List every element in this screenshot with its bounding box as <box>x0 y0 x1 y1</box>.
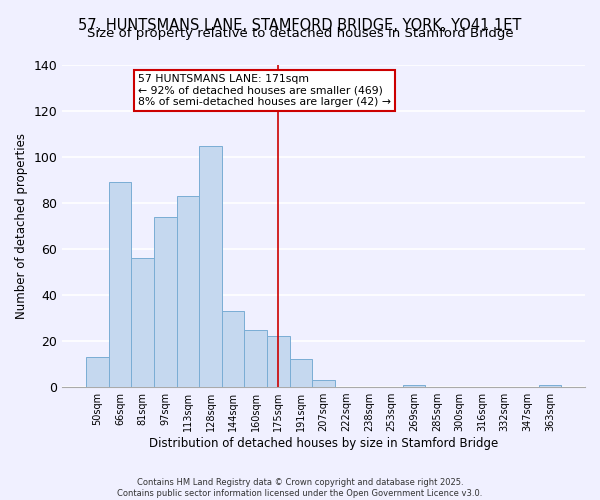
Bar <box>539 385 561 387</box>
Bar <box>222 311 244 387</box>
Text: Size of property relative to detached houses in Stamford Bridge: Size of property relative to detached ho… <box>86 28 514 40</box>
Text: 57 HUNTSMANS LANE: 171sqm
← 92% of detached houses are smaller (469)
8% of semi-: 57 HUNTSMANS LANE: 171sqm ← 92% of detac… <box>138 74 391 108</box>
Bar <box>313 380 335 387</box>
Bar <box>131 258 154 387</box>
Text: Contains HM Land Registry data © Crown copyright and database right 2025.
Contai: Contains HM Land Registry data © Crown c… <box>118 478 482 498</box>
Text: 57, HUNTSMANS LANE, STAMFORD BRIDGE, YORK, YO41 1ET: 57, HUNTSMANS LANE, STAMFORD BRIDGE, YOR… <box>79 18 521 32</box>
Bar <box>199 146 222 387</box>
Bar <box>244 330 267 387</box>
X-axis label: Distribution of detached houses by size in Stamford Bridge: Distribution of detached houses by size … <box>149 437 498 450</box>
Bar <box>154 217 176 387</box>
Bar <box>267 336 290 387</box>
Bar <box>403 385 425 387</box>
Y-axis label: Number of detached properties: Number of detached properties <box>15 133 28 319</box>
Bar <box>109 182 131 387</box>
Bar <box>290 360 313 387</box>
Bar <box>86 357 109 387</box>
Bar <box>176 196 199 387</box>
